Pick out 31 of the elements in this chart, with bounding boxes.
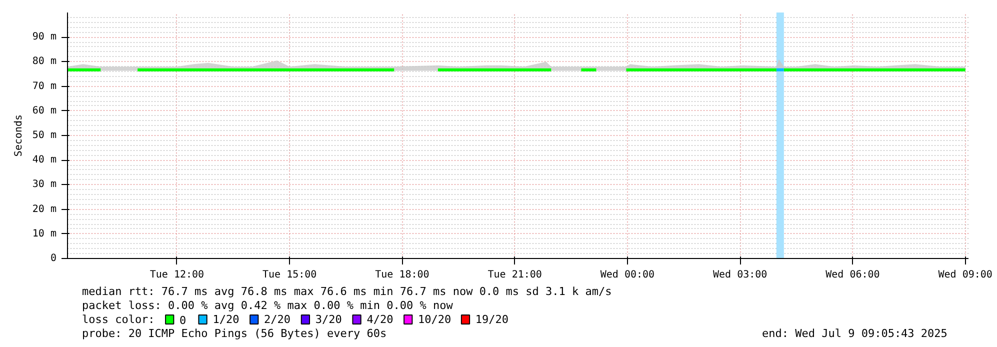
legend-label: 2/20	[264, 313, 291, 326]
x-tick-label: Wed 03:00	[713, 270, 768, 280]
legend-label: 3/20	[315, 313, 342, 326]
text: packet loss: 0.00 % avg 0.42 % max 0.00 % min 0.00 % now	[82, 299, 454, 312]
legend-label: 10/20	[418, 313, 452, 326]
text: median rtt: 76.7 ms avg 76.8 ms max 76.6 ms min 76.7 ms now 0.0 ms sd 3.1 k am/s	[82, 285, 612, 298]
y-tick-label: 10 m	[32, 228, 57, 240]
y-tick-label: 90 m	[32, 32, 57, 43]
legend-label: 19/20	[475, 313, 509, 326]
x-tick-label: Tue 15:00	[262, 270, 317, 280]
legend-title: loss color:	[82, 313, 155, 326]
y-tick-label: 20 m	[32, 204, 57, 215]
y-tick-label: 50 m	[32, 130, 57, 141]
x-tick-label: Wed 06:00	[826, 270, 880, 280]
legend-label: 1/20	[212, 313, 240, 326]
y-tick-label: 40 m	[32, 154, 57, 166]
y-tick-label: 70 m	[32, 80, 57, 92]
legend-label: 4/20	[366, 313, 394, 326]
y-axis-title: Seconds	[13, 114, 24, 157]
y-tick-label: 0	[50, 253, 57, 264]
x-tick-label: Tue 12:00	[150, 270, 204, 280]
x-tick-label: Wed 09:00	[938, 270, 992, 280]
text: end: Wed Jul 9 09:05:43 2025	[762, 327, 948, 340]
x-tick-label: Tue 18:00	[375, 270, 430, 280]
y-tick-label: 80 m	[32, 56, 57, 68]
y-tick-label: 60 m	[32, 105, 57, 116]
x-tick-label: Wed 00:00	[600, 270, 655, 280]
text: probe: 20 ICMP Echo Pings (56 Bytes) every 60s	[82, 327, 387, 340]
legend-label: 0	[180, 314, 186, 327]
x-tick-label: Tue 21:00	[488, 270, 542, 280]
y-tick-label: 30 m	[32, 179, 57, 190]
